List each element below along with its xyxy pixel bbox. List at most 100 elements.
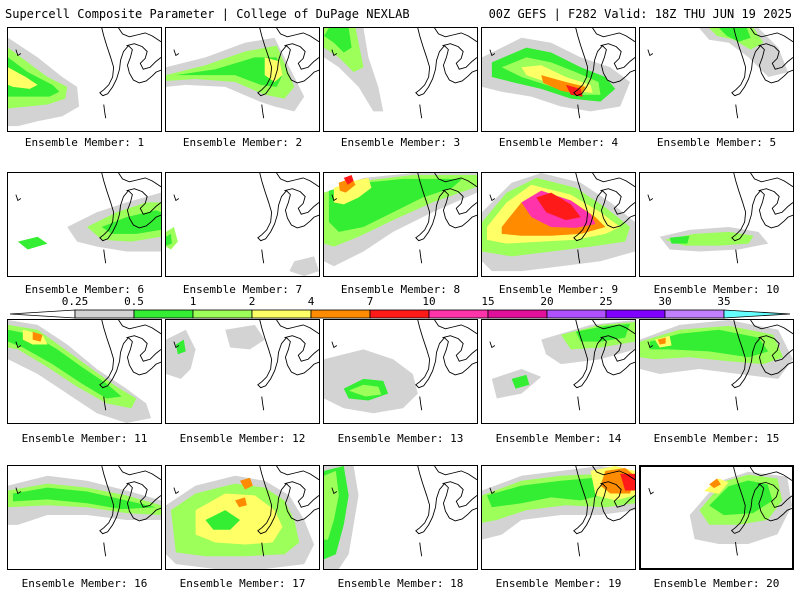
map-title: Supercell Composite Parameter | College … [5,7,410,21]
scp-contour-fill [511,374,530,389]
ensemble-member-map[interactable] [7,27,162,132]
inland-lake-outline [489,487,496,495]
great-lakes-coastline [257,28,319,97]
ensemble-member-map[interactable] [639,172,794,277]
ensemble-member-label: Ensemble Member: 11 [21,432,148,445]
ensemble-member-map[interactable] [323,27,478,132]
ensemble-member-label: Ensemble Member: 9 [498,283,619,296]
inland-lake-outline [735,249,739,264]
legend-color-bin [192,309,253,319]
scp-field-map [324,28,477,119]
scp-field-map [324,320,477,414]
ensemble-member-label: Ensemble Member: 10 [653,283,780,296]
scp-contour-fill [205,510,241,530]
ensemble-member-label: Ensemble Member: 8 [340,283,461,296]
scp-field-map [8,28,161,127]
ensemble-member-map[interactable] [481,27,636,132]
ensemble-member-map[interactable] [481,465,636,570]
color-scale-legend [9,309,791,319]
scp-contour-fill [240,477,253,490]
legend-tick-label: 15 [481,295,495,308]
legend-color-bin [133,309,194,319]
ensemble-member-map[interactable] [481,172,636,277]
great-lakes-coastline [573,28,635,97]
scp-contour-fill [709,480,773,516]
scp-contour-fill [536,192,581,221]
great-lakes-coastline [257,173,319,242]
inland-lake-outline [577,104,581,119]
run-info: 00Z GEFS | F282 Valid: 18Z THU JUN 19 20… [488,7,792,21]
inland-lake-outline [15,49,22,57]
inland-lake-outline [331,49,338,57]
legend-color-bin [546,309,607,319]
ensemble-member-label: Ensemble Member: 6 [24,283,145,296]
ensemble-member-map[interactable] [7,319,162,424]
great-lakes-coastline [573,466,635,535]
scp-contour-fill [575,323,631,342]
ensemble-member-map[interactable] [481,319,636,424]
ensemble-member-label: Ensemble Member: 18 [337,577,464,590]
scp-field-map [166,28,319,119]
ensemble-member-label: Ensemble Member: 2 [182,136,303,149]
scp-contour-fill [324,28,352,53]
ensemble-member-map[interactable] [7,172,162,277]
inland-lake-outline [103,249,107,264]
scp-field-map [324,173,477,267]
ensemble-member-map[interactable] [639,465,794,570]
great-lakes-coastline [415,28,477,97]
inland-lake-outline [648,488,654,495]
ensemble-member-map[interactable] [323,465,478,570]
ensemble-member-map[interactable] [323,319,478,424]
legend-tick-label: 20 [540,295,554,308]
ensemble-member-label: Ensemble Member: 3 [340,136,461,149]
ensemble-member-map[interactable] [165,465,320,570]
scp-contour-fill [225,324,265,350]
inland-lake-outline [735,104,739,119]
great-lakes-coastline [99,173,161,242]
scp-contour-fill [718,28,751,42]
ensemble-member-label: Ensemble Member: 15 [653,432,780,445]
inland-lake-outline [577,249,581,264]
scp-contour-fill [195,493,283,545]
scp-field-map [482,466,635,557]
legend-tick-label: 2 [248,295,256,308]
legend-color-bin [664,309,725,319]
ensemble-member-label: Ensemble Member: 16 [21,577,148,590]
scp-contour-fill [565,84,583,97]
ensemble-member-map[interactable] [639,319,794,424]
inland-lake-outline [173,194,180,202]
inland-lake-outline [647,49,654,57]
ensemble-member-map[interactable] [165,27,320,132]
scp-contour-fill [175,339,186,355]
legend-tick-label: 7 [366,295,374,308]
inland-lake-outline [15,487,22,495]
ensemble-member-map[interactable] [165,172,320,277]
legend-color-bin [310,309,371,319]
ensemble-member-map[interactable] [323,172,478,277]
inland-lake-outline [419,396,423,411]
inland-lake-outline [261,542,265,557]
ensemble-member-map[interactable] [7,465,162,570]
inland-lake-outline [103,542,107,557]
scp-field-map [324,466,477,569]
scp-field-map [489,320,635,411]
legend-tick-label: 25 [599,295,613,308]
scp-field-map [15,173,161,264]
inland-lake-outline [331,341,338,349]
inland-lake-outline [331,487,338,495]
inland-lake-outline [173,49,180,57]
ensemble-member-label: Ensemble Member: 14 [495,432,622,445]
scp-contour-fill [657,337,666,345]
legend-low-end [9,309,76,319]
ensemble-member-map[interactable] [639,27,794,132]
inland-lake-outline [173,341,180,349]
inland-lake-outline [489,341,496,349]
inland-lake-outline [15,341,22,349]
inland-lake-outline [261,249,265,264]
inland-lake-outline [489,194,496,202]
inland-lake-outline [577,542,581,557]
inland-lake-outline [735,396,739,411]
ensemble-member-map[interactable] [165,319,320,424]
great-lakes-coastline [99,320,161,389]
inland-lake-outline [647,194,654,202]
